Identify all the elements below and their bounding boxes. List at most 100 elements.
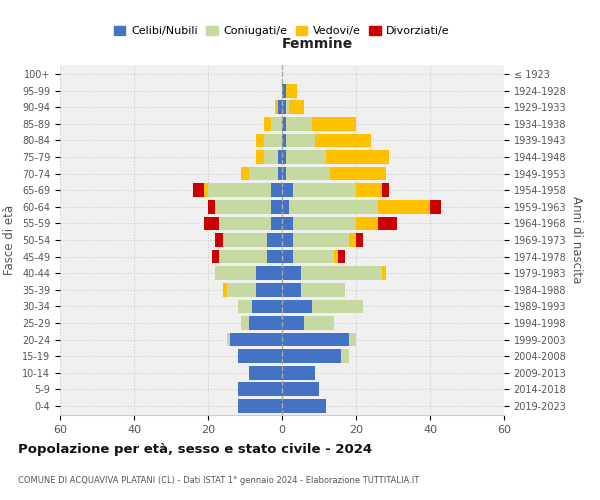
Bar (293, 233, 349, 247)
Bar (238, 399, 282, 412)
Bar (337, 250, 345, 264)
Bar (227, 283, 256, 296)
Y-axis label: Fasce di età: Fasce di età (4, 205, 16, 275)
Bar (341, 350, 349, 363)
Bar (282, 167, 286, 180)
Bar (282, 200, 289, 213)
Bar (282, 266, 301, 280)
Bar (282, 300, 311, 313)
Bar (215, 233, 223, 247)
Bar (208, 200, 215, 213)
Bar (249, 167, 278, 180)
Bar (282, 134, 286, 147)
Bar (227, 332, 230, 346)
Bar (223, 233, 267, 247)
Bar (334, 250, 337, 264)
Bar (263, 150, 278, 164)
Bar (256, 134, 263, 147)
Bar (278, 100, 282, 114)
Bar (275, 100, 278, 114)
Bar (208, 184, 271, 197)
Bar (223, 283, 227, 296)
Bar (282, 283, 301, 296)
Bar (204, 216, 219, 230)
Bar (215, 200, 271, 213)
Bar (286, 117, 311, 130)
Bar (256, 150, 263, 164)
Bar (382, 266, 386, 280)
Bar (293, 184, 356, 197)
Bar (349, 332, 356, 346)
Text: COMUNE DI ACQUAVIVA PLATANI (CL) - Dati ISTAT 1° gennaio 2024 - Elaborazione TUT: COMUNE DI ACQUAVIVA PLATANI (CL) - Dati … (18, 476, 419, 485)
Bar (219, 250, 267, 264)
Bar (193, 184, 204, 197)
Bar (238, 300, 253, 313)
Bar (311, 300, 364, 313)
Bar (215, 266, 256, 280)
Bar (293, 250, 334, 264)
Bar (263, 117, 271, 130)
Bar (356, 233, 364, 247)
Bar (286, 100, 289, 114)
Bar (249, 366, 282, 380)
Bar (282, 216, 293, 230)
Bar (289, 200, 378, 213)
Bar (356, 184, 382, 197)
Bar (282, 332, 349, 346)
Bar (271, 117, 282, 130)
Bar (289, 100, 304, 114)
Bar (286, 150, 326, 164)
Bar (271, 184, 282, 197)
Bar (249, 316, 282, 330)
Bar (256, 266, 282, 280)
Bar (278, 150, 282, 164)
Bar (382, 184, 389, 197)
Bar (282, 184, 293, 197)
Bar (282, 117, 286, 130)
Bar (212, 250, 219, 264)
Bar (316, 134, 371, 147)
Bar (430, 200, 441, 213)
Bar (282, 233, 293, 247)
Bar (267, 250, 282, 264)
Bar (304, 316, 334, 330)
Bar (286, 167, 330, 180)
Bar (219, 216, 271, 230)
Bar (282, 399, 326, 412)
Bar (278, 167, 282, 180)
Bar (330, 167, 386, 180)
Bar (286, 84, 297, 98)
Y-axis label: Anni di nascita: Anni di nascita (570, 196, 583, 284)
Bar (267, 233, 282, 247)
Bar (238, 382, 282, 396)
Bar (271, 216, 282, 230)
Text: Femmine: Femmine (282, 37, 353, 51)
Bar (326, 150, 389, 164)
Bar (241, 316, 249, 330)
Bar (301, 266, 382, 280)
Bar (282, 316, 304, 330)
Bar (256, 283, 282, 296)
Bar (282, 100, 286, 114)
Bar (301, 283, 345, 296)
Bar (241, 167, 249, 180)
Bar (282, 350, 341, 363)
Bar (378, 200, 430, 213)
Bar (349, 233, 356, 247)
Bar (282, 250, 293, 264)
Bar (311, 117, 356, 130)
Bar (378, 216, 397, 230)
Bar (282, 84, 286, 98)
Bar (286, 134, 316, 147)
Bar (204, 184, 208, 197)
Bar (263, 134, 282, 147)
Bar (293, 216, 356, 230)
Bar (282, 150, 286, 164)
Bar (356, 216, 378, 230)
Bar (282, 366, 316, 380)
Bar (282, 382, 319, 396)
Bar (271, 200, 282, 213)
Text: Popolazione per età, sesso e stato civile - 2024: Popolazione per età, sesso e stato civil… (18, 442, 372, 456)
Legend: Celibi/Nubili, Coniugati/e, Vedovi/e, Divorziati/e: Celibi/Nubili, Coniugati/e, Vedovi/e, Di… (110, 22, 454, 41)
Bar (230, 332, 282, 346)
